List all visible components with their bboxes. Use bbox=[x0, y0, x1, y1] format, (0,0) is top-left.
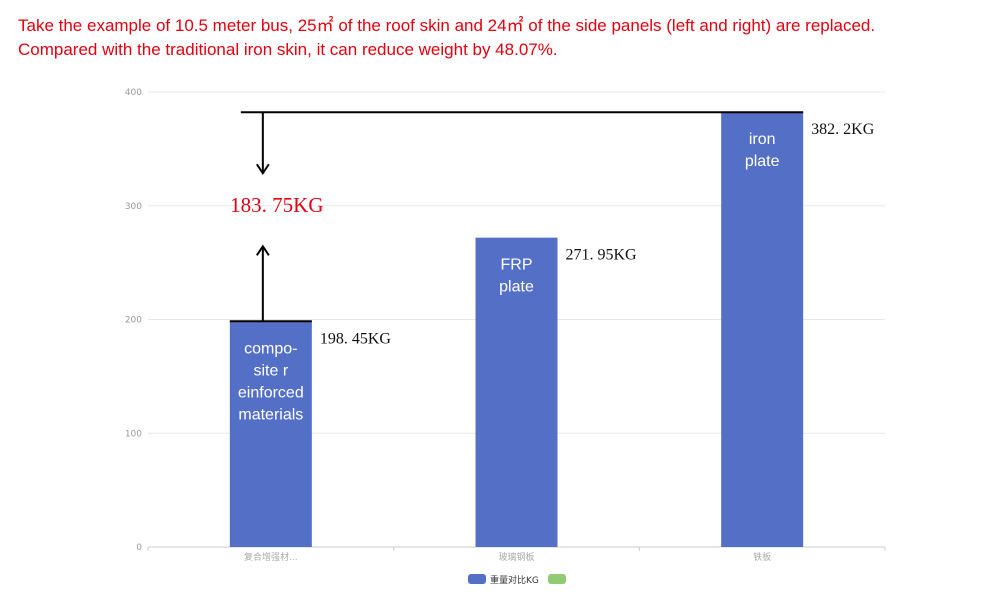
legend-swatch bbox=[468, 574, 486, 584]
y-tick-label: 100 bbox=[125, 429, 142, 439]
x-category-label: 铁板 bbox=[753, 551, 771, 563]
bar bbox=[721, 112, 804, 547]
caption-line-1: Take the example of 10.5 meter bus, 25㎡ … bbox=[18, 16, 876, 35]
bar-inner-label: materials bbox=[238, 406, 303, 423]
y-tick-label: 200 bbox=[125, 316, 142, 326]
bar bbox=[229, 321, 312, 547]
x-category-label: 复合增强材... bbox=[244, 551, 298, 563]
bar bbox=[475, 237, 558, 548]
y-tick-label: 300 bbox=[125, 202, 142, 212]
bar-inner-label: FRP bbox=[501, 257, 533, 274]
bar-inner-label: compo- bbox=[244, 340, 297, 357]
caption: Take the example of 10.5 meter bus, 25㎡ … bbox=[18, 14, 988, 62]
x-category-label: 玻璃钢板 bbox=[498, 551, 534, 563]
caption-line-2: Compared with the traditional iron skin,… bbox=[18, 40, 558, 59]
bar-inner-label: einforced bbox=[238, 384, 304, 401]
data-label: 271. 95KG bbox=[566, 247, 638, 264]
legend-swatch bbox=[548, 574, 566, 584]
legend-label: 重量对比KG bbox=[490, 574, 539, 586]
bar-inner-label: plate bbox=[499, 279, 534, 296]
arrow-up-head bbox=[256, 244, 270, 256]
data-label: 382. 2KG bbox=[811, 121, 875, 138]
y-tick-label: 400 bbox=[125, 88, 142, 98]
bar-inner-label: iron bbox=[749, 131, 776, 148]
data-label: 198. 45KG bbox=[320, 330, 392, 347]
bar-inner-label: plate bbox=[745, 153, 780, 170]
bar-inner-label: site r bbox=[253, 362, 288, 379]
difference-label: 183. 75KG bbox=[230, 193, 323, 217]
y-tick-label: 0 bbox=[136, 543, 142, 553]
arrow-down-head bbox=[256, 163, 270, 176]
